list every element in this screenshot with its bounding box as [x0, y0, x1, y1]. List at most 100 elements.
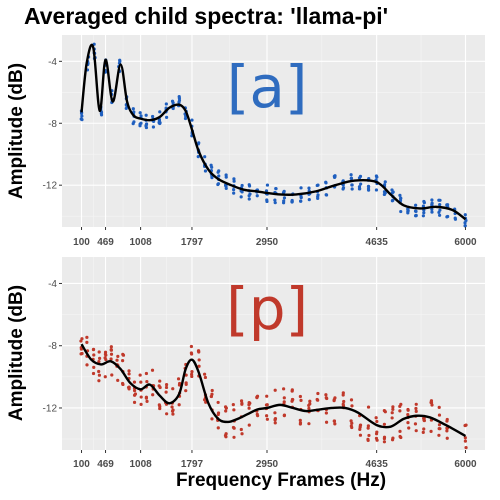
data-point: [79, 111, 84, 115]
data-point: [232, 191, 236, 195]
data-point: [138, 111, 142, 115]
data-point: [438, 213, 442, 217]
data-point: [307, 406, 311, 411]
data-point: [109, 348, 113, 352]
data-point: [414, 402, 418, 406]
data-point: [158, 110, 162, 114]
data-point: [324, 393, 328, 397]
data-point: [446, 203, 450, 207]
data-point: [133, 392, 138, 396]
data-point: [349, 176, 354, 180]
data-point: [164, 383, 169, 387]
data-point: [463, 213, 467, 217]
data-point: [121, 353, 126, 357]
data-point: [414, 409, 418, 413]
data-point: [398, 193, 402, 198]
data-point: [282, 413, 287, 417]
smooth-line: [80, 43, 467, 221]
x-tick-label: 1008: [129, 237, 152, 248]
data-point: [132, 400, 137, 405]
data-point: [151, 125, 156, 129]
data-point: [367, 433, 371, 438]
data-point: [138, 373, 142, 377]
data-point: [383, 410, 387, 414]
data-point: [177, 96, 182, 100]
data-point: [210, 388, 214, 393]
data-point: [375, 419, 379, 424]
data-point: [157, 119, 161, 123]
data-point: [232, 435, 236, 439]
data-point: [299, 199, 303, 203]
data-point: [132, 388, 137, 393]
data-point: [341, 402, 345, 406]
data-point: [406, 209, 410, 213]
data-point: [85, 363, 89, 367]
data-point: [383, 180, 387, 184]
data-point: [240, 432, 244, 436]
data-point: [358, 433, 363, 437]
data-point: [290, 198, 294, 203]
data-point: [216, 426, 220, 430]
data-point: [414, 406, 418, 411]
data-point: [316, 391, 320, 396]
data-point: [176, 377, 181, 381]
data-point: [282, 400, 286, 404]
data-point: [97, 373, 101, 377]
data-point: [85, 335, 89, 339]
data-point: [151, 114, 155, 119]
data-point: [282, 396, 286, 400]
data-point: [291, 397, 295, 402]
data-point: [282, 387, 286, 391]
data-point: [366, 426, 370, 430]
y-tick-label: -4: [48, 57, 57, 68]
data-point: [158, 406, 162, 411]
data-point: [324, 193, 329, 197]
data-point: [350, 187, 354, 191]
data-point: [390, 411, 394, 415]
data-point: [216, 170, 220, 174]
data-point: [203, 375, 208, 380]
data-point: [358, 423, 363, 427]
data-point: [429, 400, 433, 405]
data-point: [97, 379, 101, 383]
x-tick-label: 1797: [181, 459, 204, 470]
x-tick-label: 100: [73, 237, 90, 248]
data-point: [299, 186, 303, 190]
data-point: [414, 429, 418, 433]
data-point: [430, 403, 434, 407]
data-point: [374, 188, 379, 192]
data-point: [375, 175, 379, 179]
data-point: [414, 203, 418, 207]
data-point: [349, 173, 353, 177]
data-point: [308, 399, 312, 403]
data-point: [406, 407, 410, 412]
data-point: [157, 384, 161, 388]
data-point: [265, 198, 269, 202]
data-point: [374, 416, 378, 420]
data-point: [98, 356, 102, 360]
data-point: [91, 371, 96, 376]
data-point: [406, 412, 410, 417]
data-point: [332, 419, 336, 423]
data-point: [298, 421, 303, 425]
data-point: [110, 373, 114, 377]
data-point: [139, 380, 143, 384]
data-point: [144, 113, 148, 117]
data-point: [438, 198, 442, 202]
data-point: [97, 350, 101, 354]
data-point: [85, 340, 89, 344]
y-tick-label: -12: [43, 181, 58, 192]
data-point: [437, 413, 442, 417]
data-point: [445, 436, 449, 440]
data-point: [131, 122, 135, 126]
data-point: [437, 423, 442, 427]
data-point: [414, 209, 418, 213]
data-point: [224, 175, 228, 179]
data-point: [399, 196, 403, 200]
y-tick-label: -4: [48, 279, 57, 290]
data-point: [282, 189, 286, 193]
y-tick-label: -12: [43, 403, 58, 414]
data-point: [398, 404, 402, 408]
x-tick-label: 2950: [256, 459, 279, 470]
data-point: [438, 427, 442, 431]
